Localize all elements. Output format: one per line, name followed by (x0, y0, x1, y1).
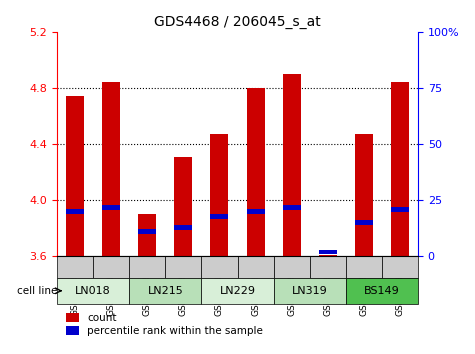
Title: GDS4468 / 206045_s_at: GDS4468 / 206045_s_at (154, 16, 321, 29)
Bar (201, 278, 274, 304)
Bar (201, 257, 238, 278)
Text: LN215: LN215 (147, 286, 183, 296)
Legend: count, percentile rank within the sample: count, percentile rank within the sample (62, 309, 267, 341)
Bar (283, 74, 301, 257)
Bar (274, 278, 346, 304)
Bar (210, 213, 228, 218)
Bar (138, 215, 156, 257)
Bar (66, 209, 84, 214)
Bar (138, 229, 156, 234)
Bar (174, 225, 192, 230)
Bar (66, 96, 84, 257)
Text: LN229: LN229 (219, 286, 256, 296)
Bar (247, 88, 265, 257)
Bar (274, 257, 310, 278)
Bar (129, 278, 201, 304)
Text: LN018: LN018 (75, 286, 111, 296)
Bar (391, 207, 409, 212)
Bar (355, 135, 373, 257)
Bar (247, 209, 265, 214)
Bar (382, 257, 418, 278)
Bar (57, 278, 129, 304)
Bar (283, 205, 301, 210)
Bar (102, 82, 120, 257)
Bar (210, 135, 228, 257)
Bar (355, 220, 373, 225)
Text: LN319: LN319 (292, 286, 328, 296)
Bar (319, 250, 337, 255)
Bar (129, 257, 165, 278)
Bar (165, 257, 201, 278)
Bar (174, 157, 192, 257)
Bar (57, 257, 93, 278)
Bar (310, 257, 346, 278)
Bar (346, 278, 418, 304)
Text: cell line: cell line (17, 286, 57, 296)
Bar (391, 82, 409, 257)
Bar (346, 257, 382, 278)
Text: BS149: BS149 (364, 286, 400, 296)
Bar (102, 205, 120, 210)
Bar (238, 257, 274, 278)
Bar (93, 257, 129, 278)
Bar (319, 255, 337, 257)
